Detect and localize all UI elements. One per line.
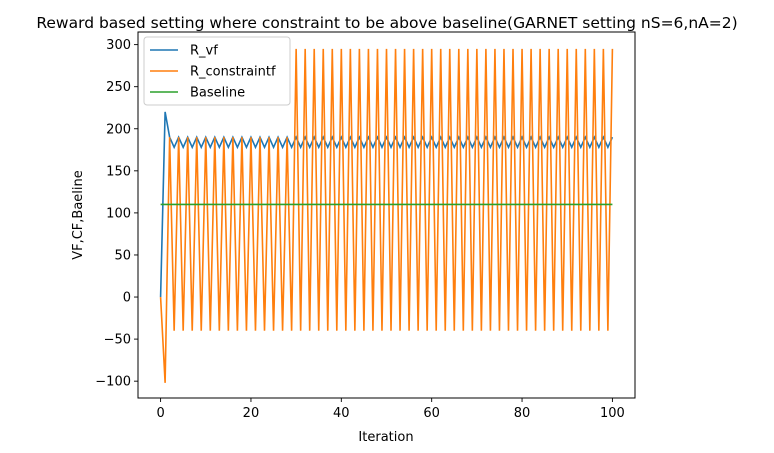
legend-label-baseline: Baseline (190, 86, 245, 101)
legend: R_vf R_constraintf Baseline (143, 36, 291, 106)
y-axis-ticks: −100 −50 0 50 100 150 200 250 300 (95, 38, 138, 390)
x-tick-label: 100 (600, 406, 625, 421)
plot-frame (137, 31, 636, 399)
series-layer (159, 48, 614, 383)
y-tick-label: −50 (104, 333, 131, 348)
x-tick-label: 80 (514, 406, 531, 421)
y-tick-label: 150 (106, 164, 131, 179)
y-tick-label: −100 (95, 375, 131, 390)
y-tick-label: 100 (106, 206, 131, 221)
y-tick-label: 200 (106, 122, 131, 137)
x-axis-label: Iteration (358, 430, 413, 445)
y-axis-label: VF,CF,Baeline (71, 170, 86, 260)
y-tick-label: 50 (114, 248, 131, 263)
legend-label-r-vf: R_vf (190, 44, 218, 59)
x-tick-label: 60 (423, 406, 440, 421)
y-tick-label: 0 (123, 291, 131, 306)
y-tick-label: 250 (106, 80, 131, 95)
y-tick-label: 300 (106, 38, 131, 53)
legend-box (143, 36, 291, 106)
x-tick-label: 0 (156, 406, 164, 421)
series-line-r-constraintf (159, 48, 614, 383)
legend-label-r-constraintf: R_constraintf (190, 65, 276, 80)
chart-title: Reward based setting where constraint to… (36, 14, 737, 32)
x-axis-ticks: 0 20 40 60 80 100 (156, 398, 625, 421)
x-tick-label: 20 (243, 406, 260, 421)
series-line-r-vf (159, 111, 614, 298)
x-tick-label: 40 (333, 406, 350, 421)
